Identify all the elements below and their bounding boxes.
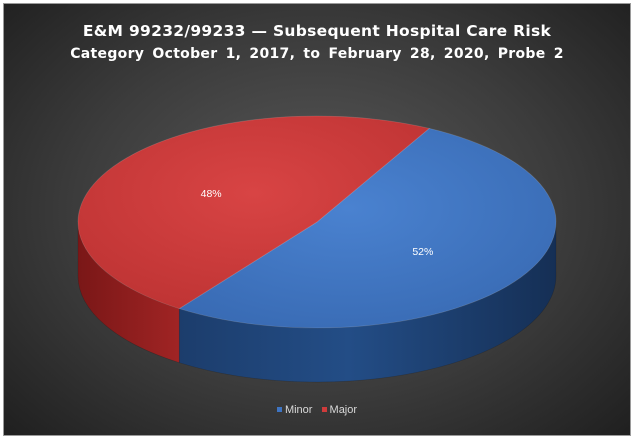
pie-chart: 52% 48% bbox=[77, 115, 557, 383]
pie-slice-minor bbox=[178, 127, 557, 329]
legend-item-major: Major bbox=[321, 404, 358, 416]
legend-label-major: Major bbox=[329, 404, 358, 416]
legend-label-minor: Minor bbox=[284, 404, 313, 416]
legend: Minor Major bbox=[4, 404, 630, 416]
chart-subtitle: Category October 1, 2017, to February 28… bbox=[70, 46, 564, 62]
legend-swatch-major bbox=[321, 406, 327, 412]
pie-slice-major bbox=[77, 115, 431, 310]
chart-title: E&M 99232/99233 — Subsequent Hospital Ca… bbox=[82, 22, 552, 40]
data-label-major: 48% bbox=[201, 188, 222, 200]
legend-item-minor: Minor bbox=[276, 404, 313, 416]
legend-swatch-minor bbox=[276, 406, 282, 412]
data-label-minor: 52% bbox=[412, 246, 433, 258]
chart-area: E&M 99232/99233 — Subsequent Hospital Ca… bbox=[3, 3, 631, 436]
